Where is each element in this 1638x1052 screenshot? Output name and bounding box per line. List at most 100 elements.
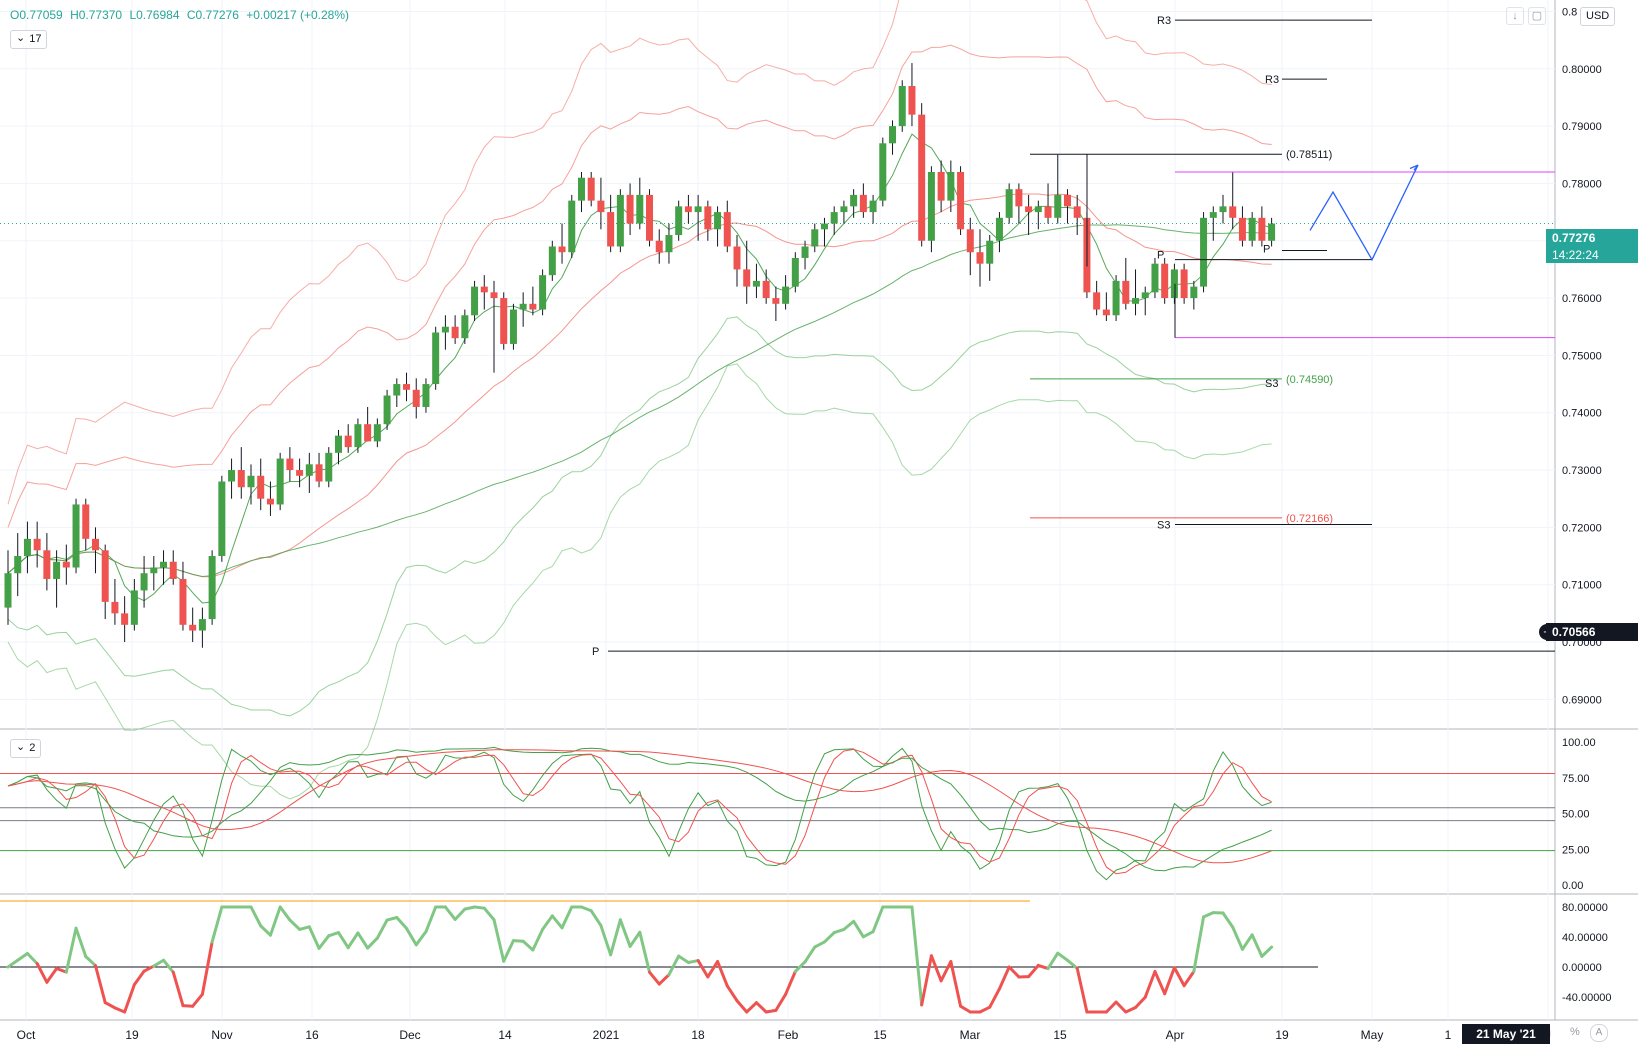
ohlc-change: +0.00217 (+0.28%) (246, 8, 349, 22)
momentum-segment (387, 918, 397, 921)
momentum-segment (416, 932, 426, 945)
candle-bull (1249, 218, 1256, 241)
candle-bear (111, 602, 118, 613)
momentum-segment (999, 967, 1009, 989)
momentum-segment (1204, 913, 1214, 917)
momentum-segment (533, 929, 543, 950)
candle-bull (889, 126, 896, 143)
s3-label: S3 (1265, 378, 1278, 390)
momentum-segment (961, 1006, 971, 1012)
momentum-segment (1145, 972, 1155, 998)
momentum-segment (659, 975, 669, 984)
candle-bear (704, 206, 711, 229)
candle-bull (277, 459, 284, 505)
momentum-segment (640, 932, 650, 972)
price-tick-label: 0.79000 (1562, 121, 1602, 133)
maximize-icon[interactable]: ▢ (1528, 7, 1546, 25)
candle-bear (481, 287, 488, 293)
momentum-segment (66, 928, 76, 972)
pivot-label: P (592, 646, 599, 658)
candle-bear (656, 241, 663, 252)
momentum-segment (329, 933, 339, 936)
candle-bull (811, 229, 818, 246)
candle-bull (1006, 189, 1013, 218)
candle-bull (1151, 264, 1158, 293)
price-tick-label: 0.8 (1562, 6, 1577, 18)
time-tick-label: 19 (125, 1028, 139, 1042)
momentum-segment (776, 994, 786, 1010)
momentum-segment (552, 916, 562, 928)
candle-bull (1171, 269, 1178, 298)
candle-bull (802, 246, 809, 257)
momentum-segment (1184, 972, 1194, 986)
currency-badge[interactable]: USD (1580, 7, 1615, 26)
momentum-segment (193, 994, 203, 1006)
main-pane-collapse-button[interactable]: ⌄17 (10, 30, 47, 49)
momentum-segment (76, 928, 86, 956)
ohlc-low: L0.76984 (129, 8, 179, 22)
price-tick-label: 0.76000 (1562, 293, 1602, 305)
auto-scale-button[interactable]: A (1590, 1024, 1608, 1042)
candle-bear (1015, 189, 1022, 206)
candle-bear (63, 562, 70, 568)
crosshair-price-label: 0.70566 (1546, 623, 1638, 641)
low-fib-label: (0.74590) (1286, 374, 1333, 386)
arrow-down-icon[interactable]: ↓ (1506, 7, 1524, 25)
candle-bull (986, 241, 993, 264)
candle-bear (559, 246, 566, 252)
momentum-segment (1058, 953, 1068, 960)
candle-bull (24, 539, 31, 556)
momentum-segment (290, 920, 300, 929)
candle-bear (452, 327, 459, 338)
candle-bear (500, 298, 507, 344)
projection-arrow-head (1410, 165, 1418, 170)
candle-bear (1229, 206, 1236, 217)
momentum-segment (854, 921, 864, 936)
momentum-segment (202, 942, 212, 994)
momentum-segment (1116, 1002, 1126, 1012)
momentum-segment (1009, 967, 1019, 977)
ohlc-close: C0.77276 (187, 8, 239, 22)
candle-bull (695, 206, 702, 212)
momentum-segment (164, 960, 174, 972)
main-pane-count: 17 (29, 33, 41, 45)
candle-bull (549, 246, 556, 275)
candle-bull (665, 235, 672, 252)
candle-bear (316, 464, 323, 481)
candle-bull (996, 218, 1003, 241)
candle-bull (578, 178, 585, 201)
time-tick-label: 15 (1053, 1028, 1067, 1042)
momentum-segment (377, 920, 387, 938)
momentum-segment (445, 907, 455, 919)
candle-bull (1190, 287, 1197, 298)
ohlc-open: O0.77059 (10, 8, 63, 22)
candle-bull (1054, 195, 1061, 218)
candle-bull (442, 327, 449, 333)
momentum-segment (786, 972, 796, 995)
stochastic-pane-collapse-button[interactable]: ⌄2 (10, 739, 41, 758)
candle-bear (43, 550, 50, 579)
momentum-segment (251, 907, 261, 926)
momentum-segment (1174, 968, 1184, 986)
price-tick-label: 0.78000 (1562, 178, 1602, 190)
candle-bear (908, 86, 915, 115)
candle-bull (374, 424, 381, 441)
momentum-segment (484, 908, 494, 920)
candle-bull (393, 384, 400, 395)
momentum-segment (990, 989, 1000, 1007)
candle-bull (73, 504, 80, 567)
candle-bear (529, 304, 536, 310)
momentum-segment (611, 920, 621, 955)
candle-bull (821, 224, 828, 230)
percent-scale-button[interactable]: % (1570, 1026, 1580, 1038)
stochastic-d-line (8, 749, 1272, 873)
ohlc-high: H0.77370 (70, 8, 122, 22)
momentum-segment (824, 933, 834, 942)
momentum-segment (300, 927, 310, 930)
candle-bear (597, 201, 604, 212)
candle-bear (957, 172, 964, 229)
momentum-segment (1048, 953, 1058, 968)
time-tick-label: Oct (17, 1028, 36, 1042)
